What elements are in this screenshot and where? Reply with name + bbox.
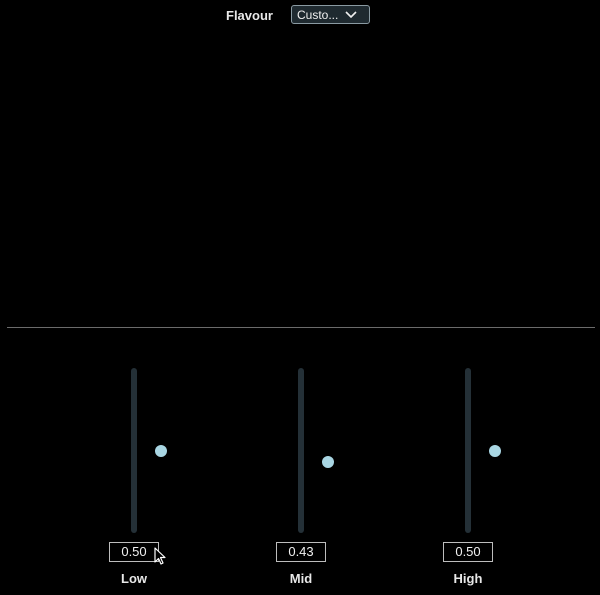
slider-track[interactable]: [131, 368, 167, 533]
slider-label: High: [453, 571, 483, 586]
slider-thumb[interactable]: [489, 444, 501, 457]
slider-label: Low: [121, 571, 147, 586]
value-input[interactable]: 0.50: [443, 542, 493, 562]
slider-track[interactable]: [298, 368, 334, 533]
slider-high: 0.50 High: [438, 368, 501, 588]
slider-track[interactable]: [465, 368, 501, 533]
divider: [7, 327, 595, 328]
slider-low: 0.50 Low: [104, 368, 167, 588]
slider-thumb[interactable]: [322, 456, 334, 469]
slider-label: Mid: [289, 571, 313, 586]
value-input[interactable]: 0.43: [276, 542, 326, 562]
slider-mid: 0.43 Mid: [271, 368, 334, 588]
mouse-pointer-icon: [154, 547, 166, 565]
value-input[interactable]: 0.50: [109, 542, 159, 562]
flavour-value: Custo...: [297, 7, 339, 22]
flavour-label: Flavour: [226, 8, 273, 23]
chevron-down-icon: [345, 11, 357, 18]
flavour-dropdown[interactable]: Custo...: [291, 5, 370, 24]
slider-thumb[interactable]: [155, 444, 167, 457]
header: Flavour Custo...: [0, 5, 600, 27]
